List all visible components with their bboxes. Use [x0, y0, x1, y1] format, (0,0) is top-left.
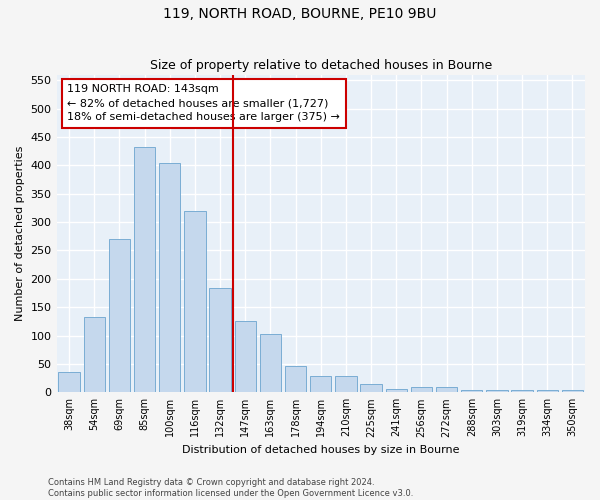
Bar: [461, 390, 482, 392]
Bar: [184, 210, 206, 392]
Bar: [235, 322, 256, 392]
X-axis label: Distribution of detached houses by size in Bourne: Distribution of detached houses by size …: [182, 445, 460, 455]
Bar: [83, 318, 105, 392]
Y-axis label: Number of detached properties: Number of detached properties: [15, 146, 25, 321]
Bar: [335, 376, 356, 392]
Bar: [58, 372, 80, 392]
Bar: [536, 390, 558, 392]
Bar: [134, 147, 155, 392]
Text: 119 NORTH ROAD: 143sqm
← 82% of detached houses are smaller (1,727)
18% of semi-: 119 NORTH ROAD: 143sqm ← 82% of detached…: [67, 84, 340, 122]
Text: 119, NORTH ROAD, BOURNE, PE10 9BU: 119, NORTH ROAD, BOURNE, PE10 9BU: [163, 8, 437, 22]
Bar: [209, 288, 231, 393]
Title: Size of property relative to detached houses in Bourne: Size of property relative to detached ho…: [149, 59, 492, 72]
Bar: [386, 389, 407, 392]
Bar: [159, 162, 181, 392]
Bar: [486, 390, 508, 392]
Bar: [562, 390, 583, 392]
Bar: [361, 384, 382, 392]
Bar: [260, 334, 281, 392]
Bar: [310, 376, 331, 392]
Bar: [411, 387, 432, 392]
Text: Contains HM Land Registry data © Crown copyright and database right 2024.
Contai: Contains HM Land Registry data © Crown c…: [48, 478, 413, 498]
Bar: [109, 239, 130, 392]
Bar: [511, 390, 533, 392]
Bar: [436, 387, 457, 392]
Bar: [285, 366, 307, 392]
